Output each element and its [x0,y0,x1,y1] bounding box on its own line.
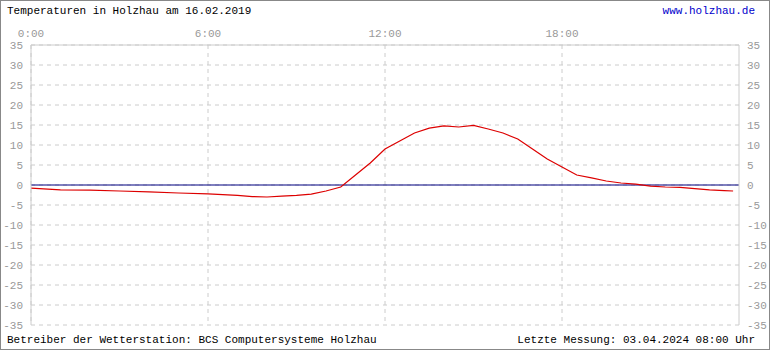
svg-text:10: 10 [747,140,760,152]
svg-text:5: 5 [747,160,754,172]
svg-text:-25: -25 [747,280,762,292]
svg-text:-5: -5 [10,200,23,212]
html-text:Betreiber der Wetterstation: B: Betreiber der Wetterstation: BCS Compute… [7,334,377,346]
svg-text:0: 0 [16,180,23,192]
svg-text:20: 20 [747,100,760,112]
svg-text:-10: -10 [747,220,762,232]
svg-text:15: 15 [10,120,23,132]
svg-text:-25: -25 [8,280,23,292]
svg-text:5: 5 [16,160,23,172]
svg-text:15: 15 [747,120,760,132]
html-text:Letzte Messung: 03.04.2024 08:: Letzte Messung: 03.04.2024 08:00 Uhr [517,334,755,346]
svg-text:25: 25 [747,80,760,92]
svg-text:25: 25 [10,80,23,92]
svg-text:-30: -30 [8,300,23,312]
svg-text:-10: -10 [8,220,23,232]
html-text:Temperaturen in Holzhau am 16.: Temperaturen in Holzhau am 16.02.2019 [7,5,252,17]
svg-text:0:00: 0:00 [18,28,44,40]
svg-text:20: 20 [10,100,23,112]
svg-text:-20: -20 [8,260,23,272]
svg-text:-35: -35 [8,320,23,332]
svg-text:18:00: 18:00 [545,28,578,40]
svg-text:6:00: 6:00 [195,28,221,40]
html-text:www.holzhau.de: www.holzhau.de [662,5,755,17]
svg-text:30: 30 [747,60,760,72]
svg-text:30: 30 [10,60,23,72]
svg-text:10: 10 [10,140,23,152]
svg-text:-20: -20 [747,260,762,272]
svg-text:-35: -35 [747,320,762,332]
svg-text:-30: -30 [747,300,762,312]
svg-text:35: 35 [747,40,760,52]
svg-text:-15: -15 [8,240,23,252]
svg-text:0: 0 [747,180,754,192]
svg-text:35: 35 [10,40,23,52]
svg-text:12:00: 12:00 [368,28,401,40]
svg-text:-15: -15 [747,240,762,252]
svg-text:-5: -5 [747,200,760,212]
